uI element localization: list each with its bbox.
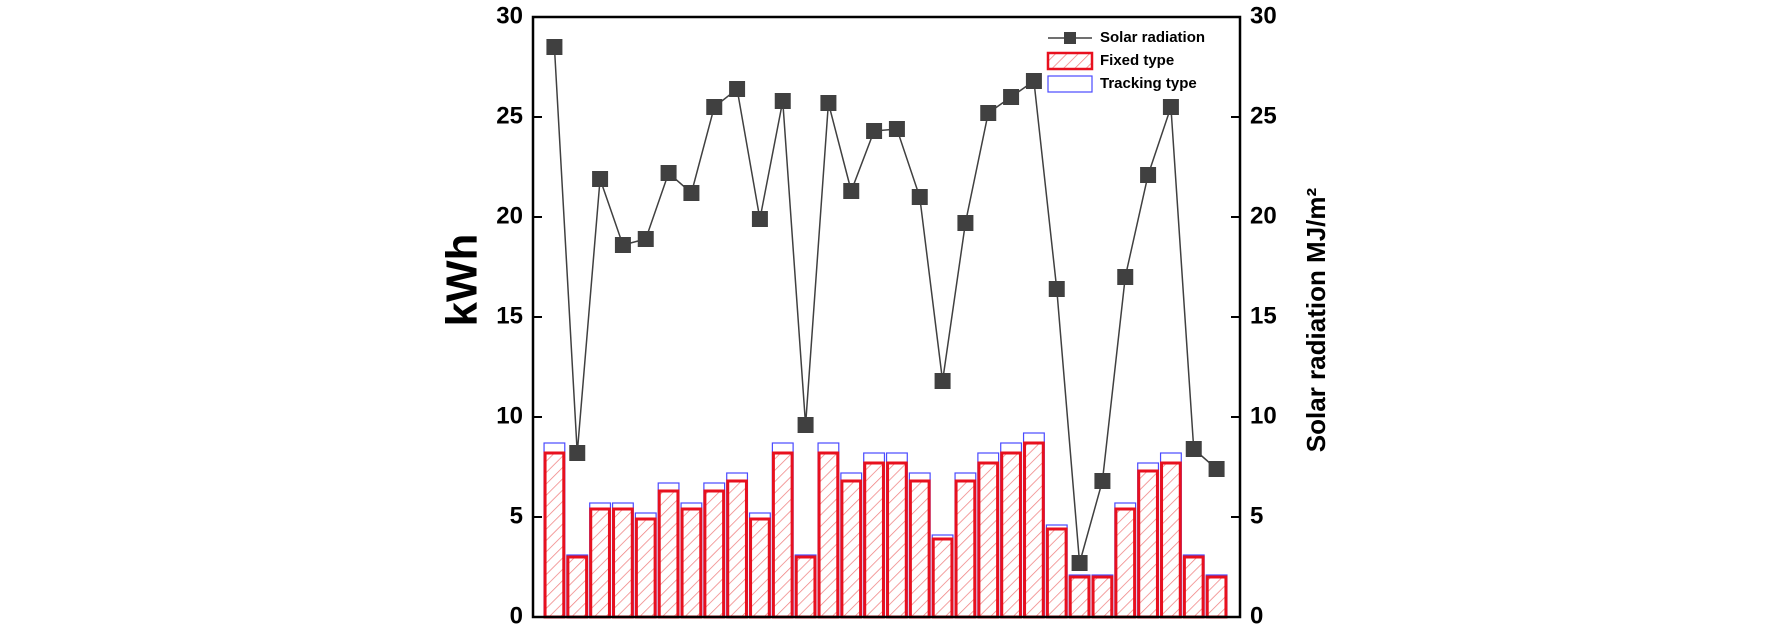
bar (817, 451, 840, 619)
point (751, 211, 768, 227)
bar (726, 479, 748, 619)
bar (863, 461, 885, 619)
y-tick-label: 0 (510, 602, 523, 629)
point (592, 171, 609, 187)
point (1048, 281, 1065, 297)
bar (1137, 469, 1159, 619)
bar (1160, 461, 1182, 619)
y-tick-label: 20 (496, 202, 523, 229)
bar (566, 555, 589, 619)
bar (1000, 451, 1022, 619)
y2-tick-label: 5 (1250, 502, 1263, 529)
legend-label: Tracking type (1100, 75, 1197, 92)
point (820, 95, 837, 111)
bar (1205, 575, 1228, 619)
bar (657, 489, 680, 619)
point (843, 183, 860, 199)
y2-axis-label: Solar radiation MJ/m² (1301, 187, 1331, 452)
bar (908, 479, 931, 619)
point (911, 189, 928, 205)
y-axis-label: kWh (438, 234, 487, 327)
y-tick-label: 30 (496, 2, 523, 29)
point (866, 123, 883, 139)
point (1208, 461, 1225, 477)
point (1003, 89, 1020, 105)
bar (931, 537, 954, 619)
bar (1114, 507, 1137, 619)
point (706, 99, 723, 115)
bar (749, 517, 771, 619)
bar (1182, 555, 1205, 619)
y2-tick-label: 15 (1250, 302, 1277, 329)
plot-frame (531, 15, 1242, 619)
point (660, 165, 677, 181)
point (614, 237, 631, 253)
bar (543, 451, 566, 619)
point (1117, 269, 1134, 285)
point (1071, 555, 1088, 571)
point (797, 417, 814, 433)
bar (977, 461, 1000, 619)
bar (612, 507, 634, 619)
legend-swatch (1046, 51, 1094, 71)
bar (771, 451, 794, 619)
point (1162, 99, 1179, 115)
y2-tick-label: 30 (1250, 2, 1277, 29)
point (1140, 167, 1157, 183)
bar (589, 507, 611, 619)
bar (634, 517, 657, 619)
bar (1045, 527, 1068, 619)
bar (680, 507, 703, 619)
point (683, 185, 700, 201)
legend-label: Fixed type (1100, 52, 1174, 69)
y-tick-label: 25 (496, 102, 523, 129)
point (546, 39, 563, 55)
legend-marker (1064, 32, 1076, 44)
point (637, 231, 654, 247)
bar (1068, 575, 1091, 619)
point (980, 105, 997, 121)
point (774, 93, 791, 109)
point (729, 81, 746, 97)
y2-tick-label: 25 (1250, 102, 1277, 129)
bar (703, 489, 726, 619)
point (1094, 473, 1111, 489)
legend-swatch (1047, 75, 1093, 93)
point (1025, 73, 1042, 89)
y-tick-label: 15 (496, 302, 523, 329)
y2-tick-label: 10 (1250, 402, 1277, 429)
legend-label: Solar radiation (1100, 29, 1205, 46)
y2-tick-label: 20 (1250, 202, 1277, 229)
point (888, 121, 905, 137)
point (569, 445, 586, 461)
bar (954, 479, 977, 619)
y-tick-label: 10 (496, 402, 523, 429)
bar (1023, 441, 1045, 619)
point (957, 215, 974, 231)
point (934, 373, 951, 389)
y2-tick-label: 0 (1250, 602, 1263, 629)
bar (1091, 575, 1114, 619)
line (553, 46, 1218, 564)
y-tick-label: 5 (510, 502, 523, 529)
bar (840, 479, 863, 619)
bar (886, 461, 908, 619)
bar (794, 555, 817, 619)
point (1185, 441, 1202, 457)
